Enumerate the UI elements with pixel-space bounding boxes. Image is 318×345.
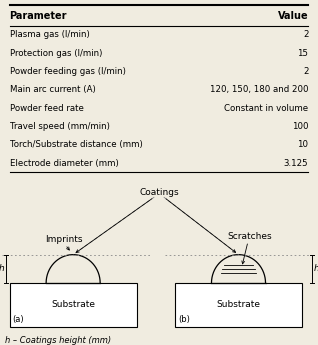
Text: 3.125: 3.125 — [284, 159, 308, 168]
Text: Constant in volume: Constant in volume — [224, 104, 308, 113]
Text: Substrate: Substrate — [217, 300, 260, 309]
Text: Substrate: Substrate — [51, 300, 95, 309]
Text: (b): (b) — [178, 315, 190, 324]
Text: 2: 2 — [303, 67, 308, 76]
Text: Parameter: Parameter — [10, 11, 67, 21]
Text: h: h — [314, 264, 318, 273]
Text: Protection gas (l/min): Protection gas (l/min) — [10, 49, 102, 58]
Text: Travel speed (mm/min): Travel speed (mm/min) — [10, 122, 109, 131]
Text: h: h — [0, 264, 4, 273]
Text: Plasma gas (l/min): Plasma gas (l/min) — [10, 30, 89, 39]
Text: 15: 15 — [297, 49, 308, 58]
Bar — [175, 283, 302, 327]
Bar — [10, 283, 137, 327]
Text: Value: Value — [278, 11, 308, 21]
Text: Imprints: Imprints — [45, 235, 82, 244]
Text: 10: 10 — [297, 140, 308, 149]
Text: (a): (a) — [13, 315, 24, 324]
Text: 120, 150, 180 and 200: 120, 150, 180 and 200 — [210, 86, 308, 95]
Text: 100: 100 — [292, 122, 308, 131]
Text: Scratches: Scratches — [227, 232, 272, 241]
Text: Coatings: Coatings — [139, 188, 179, 197]
Text: h – Coatings height (mm): h – Coatings height (mm) — [5, 336, 111, 345]
Text: 2: 2 — [303, 30, 308, 39]
Text: Powder feeding gas (l/min): Powder feeding gas (l/min) — [10, 67, 125, 76]
Text: Powder feed rate: Powder feed rate — [10, 104, 83, 113]
Text: Torch/Substrate distance (mm): Torch/Substrate distance (mm) — [10, 140, 142, 149]
Text: Electrode diameter (mm): Electrode diameter (mm) — [10, 159, 118, 168]
Text: Main arc current (A): Main arc current (A) — [10, 86, 95, 95]
